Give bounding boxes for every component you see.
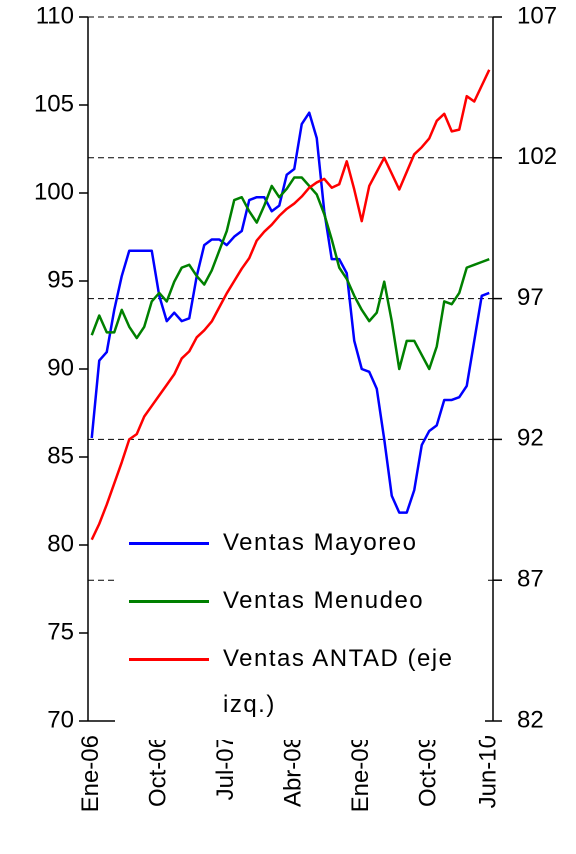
y2-tick-label: 97 bbox=[517, 284, 544, 311]
x-tick-label: Oct-06 bbox=[145, 735, 172, 807]
legend-swatch bbox=[129, 600, 209, 603]
y-tick-label: 100 bbox=[34, 178, 74, 205]
x-tick-label: Jul-07 bbox=[212, 735, 239, 800]
y2-tick-label: 92 bbox=[517, 425, 544, 452]
x-tick-label: Ene-06 bbox=[77, 735, 104, 812]
y2-tick-label: 87 bbox=[517, 566, 544, 593]
legend-label: Ventas Menudeo bbox=[223, 587, 425, 614]
y2-tick-label: 82 bbox=[517, 706, 544, 733]
y-tick-label: 90 bbox=[47, 354, 74, 381]
y-tick-label: 110 bbox=[36, 2, 74, 29]
legend-item: Ventas Menudeo bbox=[115, 578, 485, 624]
y2-tick-label: 107 bbox=[517, 2, 557, 29]
legend-label: Ventas Mayoreo bbox=[223, 529, 418, 556]
legend-swatch bbox=[129, 658, 209, 661]
x-tick-label: Oct-09 bbox=[415, 735, 442, 807]
legend-swatch bbox=[129, 542, 209, 545]
legend: Ventas Mayoreo Ventas Menudeo Ventas ANTAD… bbox=[115, 520, 485, 740]
x-tick-label: Ene-09 bbox=[347, 735, 374, 812]
legend-item: Ventas Mayoreo bbox=[115, 520, 485, 566]
series-line bbox=[90, 176, 490, 371]
y-tick-label: 75 bbox=[47, 618, 74, 645]
y-tick-label: 95 bbox=[47, 266, 74, 293]
y-tick-label: 70 bbox=[47, 706, 74, 733]
y-tick-label: 80 bbox=[47, 530, 74, 557]
y-tick-label: 105 bbox=[34, 90, 74, 117]
x-tick-label: Jun-10 bbox=[475, 735, 502, 808]
legend-item: Ventas ANTAD (eje izq.) bbox=[115, 636, 485, 728]
x-tick-label: Abr-08 bbox=[280, 735, 307, 807]
legend-label: Ventas ANTAD (eje izq.) bbox=[223, 645, 454, 718]
series-line bbox=[90, 69, 491, 541]
y2-tick-label: 102 bbox=[517, 143, 557, 170]
series-line bbox=[90, 111, 490, 514]
y-tick-label: 85 bbox=[47, 442, 74, 469]
